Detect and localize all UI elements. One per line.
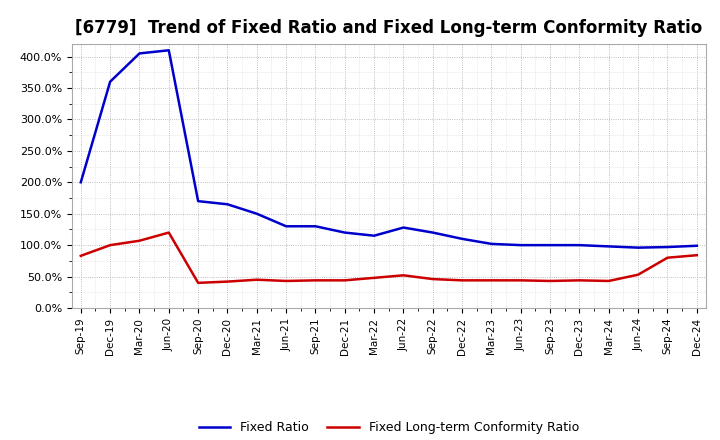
Fixed Long-term Conformity Ratio — [575, 278, 584, 283]
Fixed Long-term Conformity Ratio — [311, 278, 320, 283]
Fixed Ratio — [370, 233, 379, 238]
Fixed Long-term Conformity Ratio — [516, 278, 525, 283]
Fixed Long-term Conformity Ratio — [605, 279, 613, 284]
Fixed Ratio — [223, 202, 232, 207]
Fixed Ratio — [546, 242, 554, 248]
Fixed Ratio — [106, 79, 114, 84]
Fixed Ratio — [164, 48, 173, 53]
Fixed Long-term Conformity Ratio — [399, 273, 408, 278]
Fixed Ratio — [253, 211, 261, 216]
Fixed Long-term Conformity Ratio — [164, 230, 173, 235]
Fixed Long-term Conformity Ratio — [370, 275, 379, 280]
Fixed Ratio — [341, 230, 349, 235]
Line: Fixed Long-term Conformity Ratio: Fixed Long-term Conformity Ratio — [81, 233, 697, 283]
Fixed Ratio — [282, 224, 290, 229]
Fixed Long-term Conformity Ratio — [223, 279, 232, 284]
Fixed Ratio — [311, 224, 320, 229]
Fixed Ratio — [575, 242, 584, 248]
Fixed Long-term Conformity Ratio — [253, 277, 261, 282]
Fixed Long-term Conformity Ratio — [634, 272, 642, 277]
Fixed Ratio — [135, 51, 144, 56]
Fixed Long-term Conformity Ratio — [76, 253, 85, 258]
Fixed Ratio — [516, 242, 525, 248]
Title: [6779]  Trend of Fixed Ratio and Fixed Long-term Conformity Ratio: [6779] Trend of Fixed Ratio and Fixed Lo… — [75, 19, 703, 37]
Fixed Ratio — [663, 244, 672, 249]
Fixed Long-term Conformity Ratio — [663, 255, 672, 260]
Fixed Ratio — [487, 241, 496, 246]
Fixed Ratio — [399, 225, 408, 230]
Fixed Long-term Conformity Ratio — [458, 278, 467, 283]
Fixed Ratio — [458, 236, 467, 242]
Fixed Long-term Conformity Ratio — [487, 278, 496, 283]
Fixed Long-term Conformity Ratio — [341, 278, 349, 283]
Fixed Ratio — [76, 180, 85, 185]
Fixed Long-term Conformity Ratio — [194, 280, 202, 286]
Fixed Ratio — [194, 198, 202, 204]
Fixed Long-term Conformity Ratio — [135, 238, 144, 243]
Fixed Long-term Conformity Ratio — [693, 253, 701, 258]
Legend: Fixed Ratio, Fixed Long-term Conformity Ratio: Fixed Ratio, Fixed Long-term Conformity … — [194, 416, 584, 439]
Fixed Ratio — [693, 243, 701, 249]
Fixed Ratio — [428, 230, 437, 235]
Fixed Long-term Conformity Ratio — [282, 279, 290, 284]
Fixed Long-term Conformity Ratio — [428, 276, 437, 282]
Fixed Long-term Conformity Ratio — [546, 279, 554, 284]
Fixed Long-term Conformity Ratio — [106, 242, 114, 248]
Fixed Ratio — [634, 245, 642, 250]
Line: Fixed Ratio: Fixed Ratio — [81, 50, 697, 248]
Fixed Ratio — [605, 244, 613, 249]
